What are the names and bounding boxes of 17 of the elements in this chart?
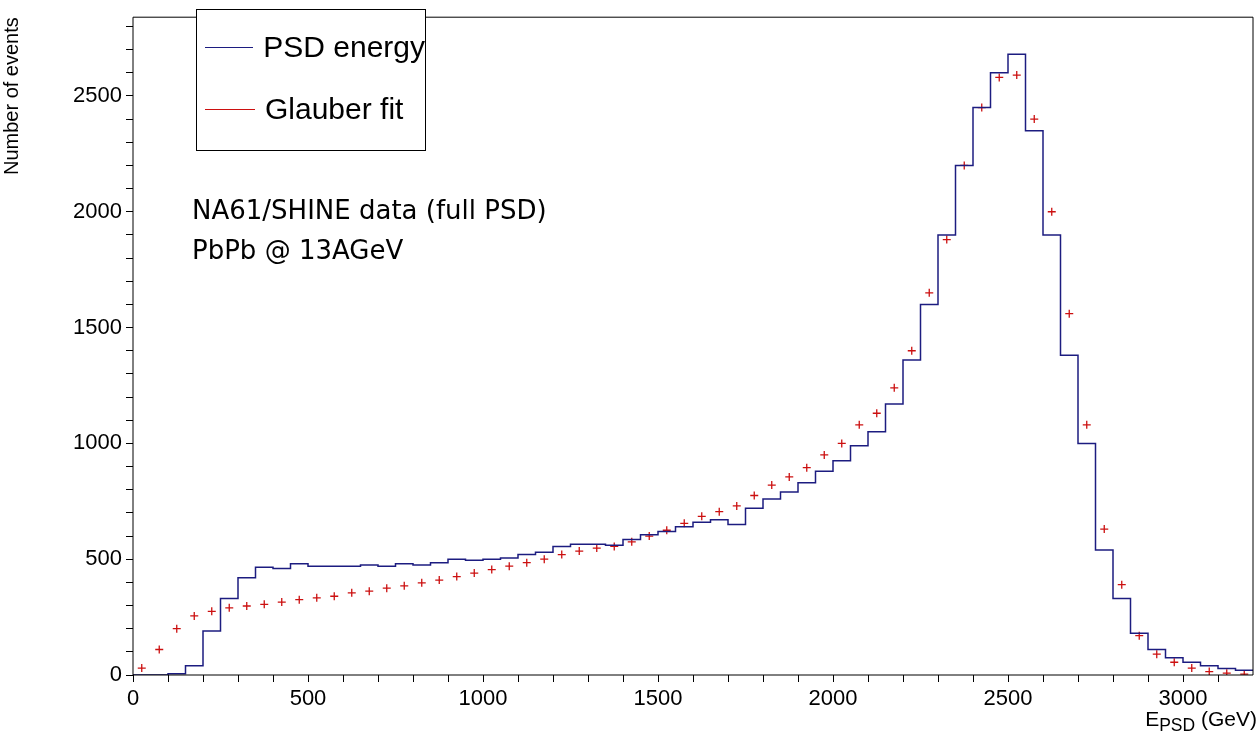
x-tick-label: 1000: [458, 685, 508, 711]
y-tick-label: 1500: [73, 313, 122, 339]
y-tick-label: 0: [109, 661, 122, 687]
x-tick-label: 2000: [808, 685, 858, 711]
annotation: NA61/SHINE data (full PSD): [192, 195, 547, 225]
annotation: PbPb @ 13AGeV: [192, 235, 404, 265]
x-tick-label: 500: [289, 685, 327, 711]
legend-label: PSD energy: [263, 30, 425, 64]
y-axis-title: Number of events: [0, 17, 22, 176]
legend-label: Glauber fit: [265, 92, 404, 126]
x-tick-label: 1500: [633, 685, 683, 711]
y-tick-label: 2000: [73, 197, 122, 223]
x-tick-label: 0: [126, 685, 140, 711]
y-tick-label: 2500: [73, 82, 122, 108]
y-tick-label: 500: [85, 545, 122, 571]
x-tick-label: 2500: [983, 685, 1033, 711]
y-tick-label: 1000: [73, 429, 122, 455]
